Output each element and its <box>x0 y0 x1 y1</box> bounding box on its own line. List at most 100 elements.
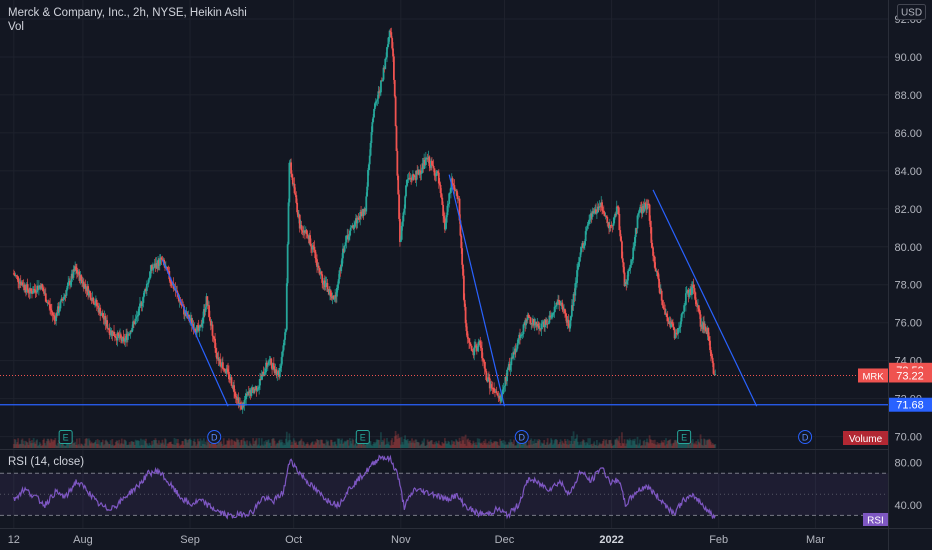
candle-body <box>143 291 146 297</box>
volume-bar <box>639 439 641 448</box>
volume-bar <box>140 444 143 448</box>
volume-bar <box>691 442 693 448</box>
candle-body <box>283 339 286 346</box>
volume-bar <box>649 439 652 448</box>
volume-bar <box>244 441 247 448</box>
candle-body <box>320 271 323 275</box>
candle-body <box>688 292 691 297</box>
candle-body <box>275 369 278 375</box>
candle-body <box>490 384 493 388</box>
volume-bar <box>307 444 310 448</box>
candle-body <box>599 206 602 208</box>
volume-bar <box>634 438 636 448</box>
volume-bar <box>166 443 169 448</box>
volume-bar <box>550 438 553 448</box>
candle-body <box>695 300 698 304</box>
volume-bar <box>553 440 556 448</box>
trendlines[interactable] <box>161 174 758 407</box>
volume-bar <box>221 443 223 448</box>
candle-body <box>586 225 589 229</box>
candle-body <box>311 245 314 250</box>
candle-body <box>291 177 294 185</box>
candle-body <box>433 168 436 176</box>
volume-bar <box>279 442 282 448</box>
candle-body <box>709 340 711 351</box>
volume-bar <box>256 445 259 448</box>
volume-bar <box>501 443 504 448</box>
rsi-legend[interactable]: RSI (14, close) <box>8 456 84 468</box>
volume-bar <box>186 442 189 448</box>
candle-body <box>247 391 249 396</box>
volume-bar <box>263 441 266 448</box>
volume-bar <box>583 442 586 448</box>
volume-bar <box>410 442 413 448</box>
volume-bar <box>701 444 704 448</box>
volume-bar <box>310 442 313 448</box>
volume-bar <box>389 445 392 448</box>
volume-bar <box>136 440 139 448</box>
candle-body <box>392 48 394 57</box>
candle-body <box>557 300 559 305</box>
volume-bar <box>592 443 595 448</box>
volume-bar <box>462 440 464 448</box>
candle-body <box>410 178 413 180</box>
time-axis[interactable]: 12 Aug Sep Oct Nov Dec 2022 Feb Mar <box>8 534 826 546</box>
candle-body <box>569 320 572 329</box>
volume-bar <box>610 443 613 448</box>
candle-body <box>75 269 78 274</box>
candle-body <box>437 171 439 173</box>
volume-bar <box>161 439 164 448</box>
volume-bar <box>189 438 191 448</box>
volume-bar <box>28 438 31 448</box>
volume-bar <box>323 443 326 448</box>
candle-body <box>250 387 253 396</box>
candle-body <box>450 187 452 193</box>
volume-bar <box>156 443 159 448</box>
volume-bar <box>333 441 336 448</box>
symbol-title[interactable]: Merck & Company, Inc., 2h, NYSE, Heikin … <box>8 7 247 19</box>
volume-bar <box>88 440 91 448</box>
volume-bar <box>342 442 345 448</box>
volume-bar <box>97 444 100 448</box>
candle-body <box>47 302 50 304</box>
candle-body <box>444 222 447 230</box>
currency-button[interactable]: USD <box>897 4 926 20</box>
volume-bar <box>162 442 165 448</box>
candle-body <box>595 209 597 214</box>
candle-body <box>613 217 616 224</box>
volume-bar <box>209 443 211 448</box>
volume-bar <box>669 439 672 448</box>
candle-body <box>526 319 528 321</box>
candle-body <box>121 336 124 342</box>
candle-body <box>356 217 359 224</box>
volume-bar <box>382 441 385 448</box>
candle-body <box>137 315 140 317</box>
volume-bar <box>276 442 279 448</box>
candle-body <box>501 389 504 395</box>
candle-body <box>104 315 107 324</box>
candle-body <box>44 293 47 302</box>
candle-body <box>415 170 418 181</box>
volume-bar <box>646 442 649 448</box>
rsi-axis[interactable]: 80.00 40.00 <box>894 458 922 512</box>
volume-bar <box>37 445 39 448</box>
volume-bar <box>320 439 323 448</box>
volume-legend[interactable]: Vol <box>8 21 24 33</box>
volume-bar <box>313 444 316 448</box>
candle-body <box>101 313 104 318</box>
volume-bar <box>150 445 153 448</box>
candle-body <box>708 336 711 341</box>
candle-body <box>294 193 297 196</box>
candle-body <box>337 279 340 285</box>
volume-bar <box>165 445 168 448</box>
volume-bar <box>419 444 422 448</box>
volume-bar <box>412 440 415 448</box>
volume-bar <box>647 443 650 448</box>
volume-bar <box>259 445 261 448</box>
candle-body <box>359 212 362 219</box>
rsi-tick-label: 40.00 <box>894 500 922 512</box>
volume-bar <box>528 444 531 448</box>
volume-bar <box>424 445 427 448</box>
